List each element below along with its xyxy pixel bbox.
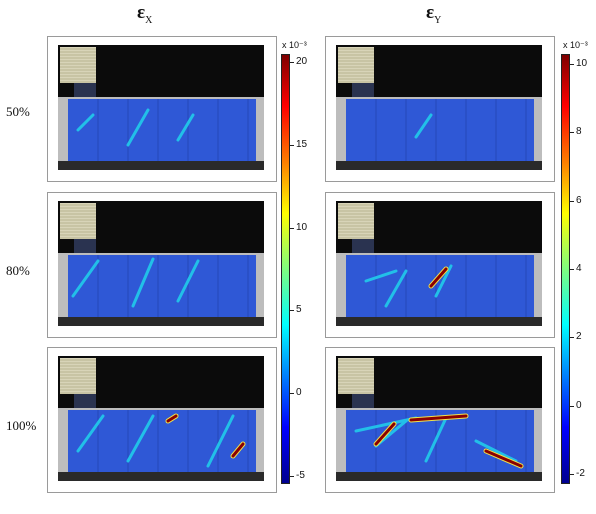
strain-map-image: [336, 356, 542, 481]
strain-map-ey-80: [325, 192, 555, 338]
column-title-ey: εY: [426, 2, 442, 26]
colorbar-ex-exponent: x 10⁻³: [282, 40, 307, 50]
colorbar-tick-label: -5: [296, 469, 305, 481]
strain-map-image: [336, 45, 542, 170]
colorbar-tick-mark: [570, 405, 574, 407]
colorbar-tick-label: 20: [296, 56, 308, 68]
row-label-100: 100%: [6, 418, 37, 433]
row-label-50: 50%: [6, 104, 30, 119]
colorbar-tick-mark: [290, 393, 294, 395]
colorbar-tick-mark: [290, 62, 294, 64]
colorbar-tick-mark: [570, 473, 574, 475]
colorbar-tick-label: 0: [576, 399, 582, 411]
strain-map-image: [58, 45, 264, 170]
colorbar-tick-label: 4: [576, 263, 582, 274]
strain-map-image: [58, 356, 264, 481]
strain-map-image: [336, 201, 542, 326]
colorbar-tick-label: 10: [296, 221, 308, 233]
strain-map-ex-80: [47, 192, 277, 338]
colorbar-tick-mark: [570, 269, 574, 270]
colorbar-tick-label: 10: [576, 58, 588, 70]
colorbar-tick-mark: [290, 144, 294, 146]
colorbar-tick-mark: [290, 310, 294, 312]
colorbar-ex: [281, 54, 290, 484]
colorbar-tick-label: -2: [576, 467, 585, 479]
colorbar-ey-exponent: x 10⁻³: [563, 40, 588, 50]
colorbar-tick-mark: [290, 475, 294, 477]
colorbar-tick-label: 0: [296, 387, 302, 399]
strain-map-ey-100: [325, 347, 555, 493]
colorbar-tick-mark: [570, 132, 574, 134]
colorbar-tick-label: 8: [576, 126, 582, 138]
colorbar-tick-label: 15: [296, 138, 308, 150]
column-title-ex: εX: [137, 2, 153, 26]
strain-map-ex-100: [47, 347, 277, 493]
strain-map-image: [58, 201, 264, 326]
row-label-80: 80%: [6, 263, 30, 278]
colorbar-tick-label: 2: [576, 331, 582, 343]
strain-map-ex-50: [47, 36, 277, 182]
colorbar-tick-mark: [290, 227, 294, 229]
colorbar-tick-mark: [570, 337, 574, 339]
strain-map-ey-50: [325, 36, 555, 182]
colorbar-ey: [561, 54, 570, 484]
colorbar-tick-mark: [570, 200, 574, 202]
colorbar-tick-mark: [570, 64, 574, 66]
colorbar-tick-label: 5: [296, 304, 302, 316]
colorbar-tick-label: 6: [576, 194, 582, 206]
